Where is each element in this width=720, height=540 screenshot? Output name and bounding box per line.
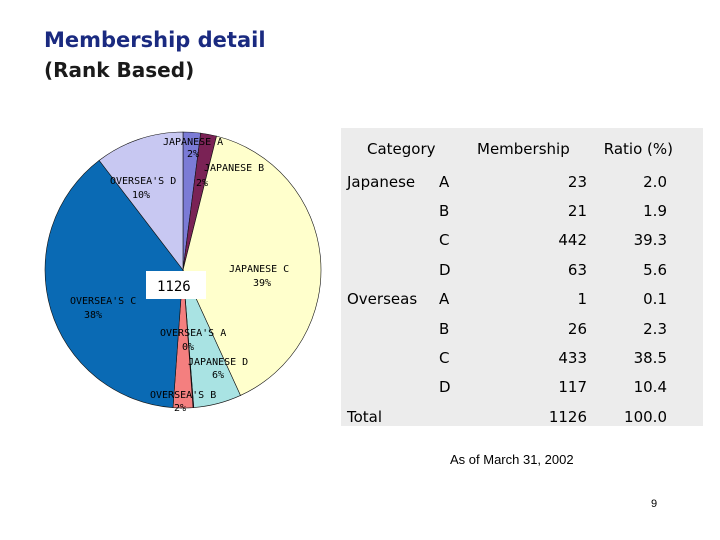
pie-slice [182, 135, 322, 396]
cell-membership: 21 [567, 202, 587, 221]
table-row: Japanese A 23 2.0 [341, 167, 703, 196]
membership-pie-chart: JAPANESE A2%JAPANESE B2%JAPANESE C39%JAP… [44, 131, 322, 414]
table-panel [341, 128, 703, 426]
cell-group [341, 314, 439, 343]
slice-name-label: OVERSEA'S B [150, 390, 216, 401]
pie-total-box [146, 271, 206, 299]
slice-percent-label: 2% [196, 178, 208, 189]
header-membership: Membership [477, 140, 570, 158]
cell-rank: C [439, 349, 450, 368]
cell-membership: 63 [567, 260, 587, 279]
slide-title: Membership detail [44, 28, 266, 52]
table-row: C 433 38.5 [341, 343, 703, 372]
page-number: 9 [651, 498, 658, 510]
slice-name-label: JAPANESE A [163, 137, 223, 148]
cell-ratio: 2.3 [643, 319, 667, 338]
table-row: C 442 39.3 [341, 226, 703, 255]
cell-rank: B [439, 319, 450, 338]
cell-ratio: 10.4 [633, 378, 667, 397]
cell-ratio: 1.9 [643, 202, 667, 221]
cell-group [341, 255, 439, 284]
cell-membership: 442 [558, 231, 587, 250]
cell-group: Japanese [347, 172, 416, 191]
cell-rank: B [439, 202, 450, 221]
slice-percent-label: 6% [212, 370, 224, 381]
cell-rank: C [439, 231, 450, 250]
slice-percent-label: 10% [132, 190, 150, 201]
cell-group: Overseas [347, 290, 418, 309]
slice-percent-label: 2% [174, 403, 186, 414]
slice-percent-label: 38% [84, 310, 102, 321]
table-total-row: Total 1126 100.0 [341, 402, 703, 431]
date-note: As of March 31, 2002 [450, 452, 574, 467]
cell-ratio: 100.0 [624, 407, 667, 426]
membership-table: Category Membership Ratio (%) Japanese A… [341, 131, 703, 432]
pie-slice [44, 159, 184, 408]
cell-ratio: 5.6 [643, 260, 667, 279]
cell-group [341, 373, 439, 402]
slice-name-label: OVERSEA'S D [110, 176, 176, 187]
cell-membership: 117 [558, 378, 587, 397]
cell-ratio: 0.1 [643, 290, 667, 309]
slice-percent-label: 39% [253, 278, 271, 289]
table-row: D 63 5.6 [341, 255, 703, 284]
header-ratio: Ratio (%) [603, 140, 673, 158]
cell-membership: 1126 [548, 407, 587, 426]
header-category: Category [367, 140, 436, 158]
slice-name-label: JAPANESE C [229, 264, 289, 275]
table-row: Overseas A 1 0.1 [341, 285, 703, 314]
cell-group: Total [347, 407, 383, 426]
cell-membership: 26 [567, 319, 587, 338]
cell-ratio: 38.5 [633, 349, 667, 368]
cell-membership: 23 [567, 172, 587, 191]
cell-membership: 433 [558, 349, 587, 368]
cell-rank: A [439, 172, 450, 191]
slice-name-label: OVERSEA'S C [70, 296, 136, 307]
cell-ratio: 39.3 [633, 231, 667, 250]
slice-percent-label: 2% [187, 149, 199, 160]
cell-rank: A [439, 290, 450, 309]
cell-membership: 1 [577, 290, 587, 309]
cell-group [341, 226, 439, 255]
slice-name-label: JAPANESE D [188, 357, 248, 368]
slice-percent-label: 0% [182, 342, 194, 353]
cell-ratio: 2.0 [643, 172, 667, 191]
cell-rank: D [439, 378, 451, 397]
cell-rank: D [439, 260, 451, 279]
cell-group [341, 343, 439, 372]
cell-group [341, 196, 439, 225]
table-header-row: Category Membership Ratio (%) [341, 131, 703, 167]
slide-subtitle: (Rank Based) [44, 58, 195, 82]
pie-total-label: 1126 [157, 279, 191, 295]
slice-name-label: JAPANESE B [204, 163, 264, 174]
pie-slice [98, 131, 184, 271]
table-row: B 26 2.3 [341, 314, 703, 343]
cell-rank [439, 402, 475, 431]
table-row: D 117 10.4 [341, 373, 703, 402]
table-row: B 21 1.9 [341, 196, 703, 225]
slice-name-label: OVERSEA'S A [160, 328, 226, 339]
